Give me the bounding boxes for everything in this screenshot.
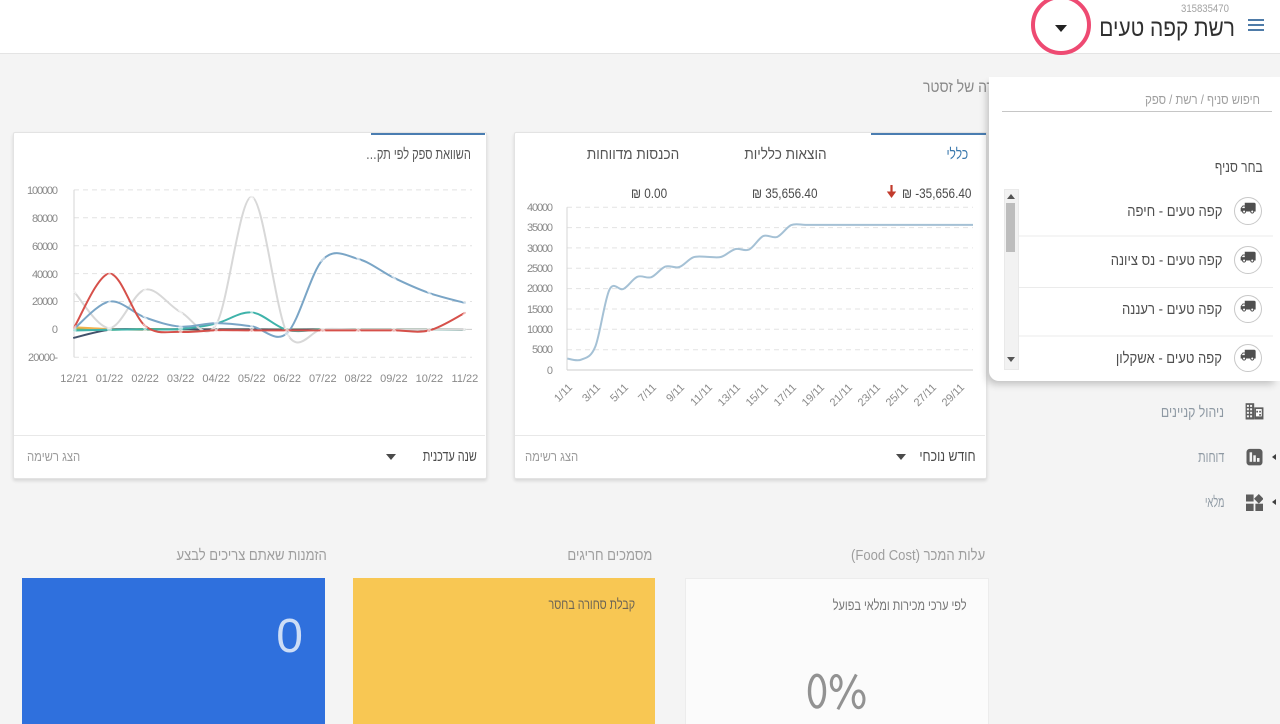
svg-text:5000: 5000 (532, 344, 553, 356)
svg-text:100000: 100000 (27, 185, 58, 197)
svg-text:0: 0 (52, 324, 58, 336)
svg-text:01/22: 01/22 (96, 373, 124, 385)
svg-text:20000-: 20000- (28, 352, 58, 364)
svg-text:40000: 40000 (527, 202, 553, 214)
svg-text:07/22: 07/22 (309, 373, 337, 385)
svg-text:20000: 20000 (527, 283, 553, 295)
svg-text:7/11: 7/11 (636, 382, 659, 405)
svg-text:20000: 20000 (32, 296, 58, 308)
svg-text:35000: 35000 (527, 222, 553, 234)
svg-text:30000: 30000 (527, 243, 553, 255)
svg-text:13/11: 13/11 (716, 382, 743, 409)
svg-text:3/11: 3/11 (580, 382, 603, 405)
svg-text:25000: 25000 (527, 263, 553, 275)
svg-text:21/11: 21/11 (828, 382, 855, 409)
svg-text:40000: 40000 (32, 269, 58, 281)
svg-text:05/22: 05/22 (238, 373, 266, 385)
svg-text:11/11: 11/11 (688, 382, 715, 409)
svg-text:06/22: 06/22 (273, 373, 301, 385)
svg-text:02/22: 02/22 (131, 373, 159, 385)
svg-text:9/11: 9/11 (664, 382, 687, 405)
svg-text:08/22: 08/22 (345, 373, 373, 385)
svg-text:1/11: 1/11 (552, 382, 575, 405)
svg-text:11/22: 11/22 (452, 373, 479, 385)
svg-text:12/21: 12/21 (60, 373, 88, 385)
svg-text:15000: 15000 (527, 304, 553, 316)
svg-text:27/11: 27/11 (912, 382, 939, 409)
svg-text:15/11: 15/11 (744, 382, 771, 409)
svg-text:09/22: 09/22 (380, 373, 408, 385)
svg-text:10/22: 10/22 (416, 373, 444, 385)
svg-text:19/11: 19/11 (800, 382, 827, 409)
svg-text:60000: 60000 (32, 241, 58, 253)
svg-text:80000: 80000 (32, 213, 58, 225)
svg-text:10000: 10000 (527, 324, 553, 336)
svg-text:23/11: 23/11 (856, 382, 883, 409)
svg-text:0: 0 (547, 365, 553, 377)
svg-text:29/11: 29/11 (940, 382, 967, 409)
svg-text:5/11: 5/11 (608, 382, 631, 405)
svg-text:17/11: 17/11 (772, 382, 799, 409)
svg-text:03/22: 03/22 (167, 373, 195, 385)
svg-text:25/11: 25/11 (884, 382, 911, 409)
svg-text:04/22: 04/22 (202, 373, 230, 385)
